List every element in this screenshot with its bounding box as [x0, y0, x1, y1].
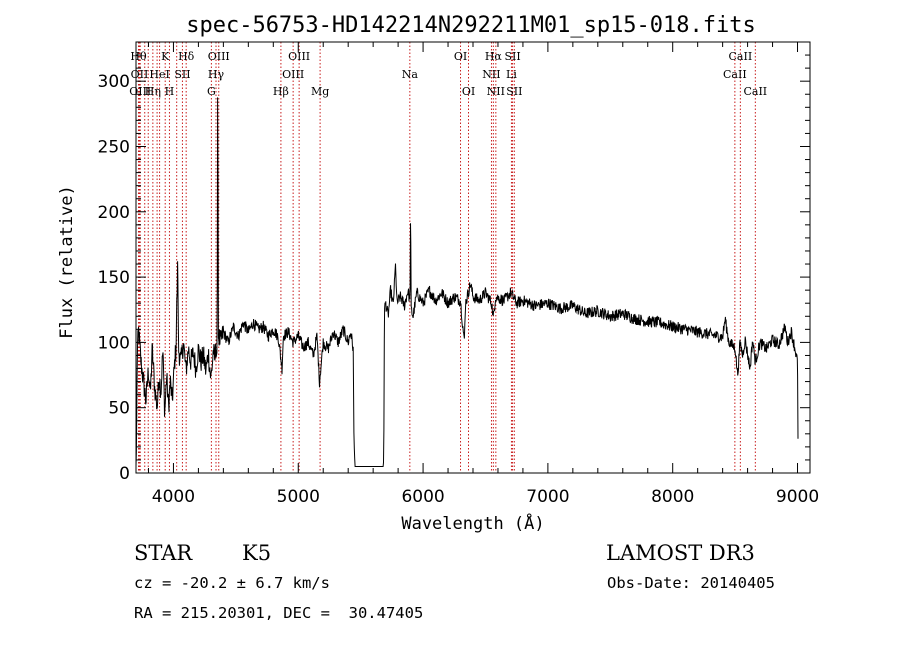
y-tick-label: 150: [98, 268, 130, 288]
line-marker-label: OIII: [288, 50, 310, 63]
x-tick-label: 7000: [526, 487, 569, 507]
line-marker-label: OI: [454, 50, 467, 63]
y-axis-label: Flux (relative): [57, 185, 77, 339]
y-tick-label: 50: [108, 399, 130, 419]
y-tick-label: 100: [98, 333, 130, 353]
y-tick-label: 250: [98, 137, 130, 157]
line-marker-label: Hη: [145, 85, 161, 98]
spectrum-line: [135, 97, 799, 467]
line-marker-label: Hβ: [273, 85, 289, 98]
x-tick-label: 9000: [776, 487, 819, 507]
y-axis-ticks: 0 50 100 150 200 250 300: [98, 54, 810, 484]
x-tick-label: 5000: [277, 487, 320, 507]
line-marker-label: Li: [506, 68, 517, 81]
line-marker-label: CaII: [723, 68, 747, 81]
x-axis-label: Wavelength (Å): [401, 512, 544, 534]
emission-line-markers: [137, 42, 756, 473]
y-tick-label: 200: [98, 203, 130, 223]
line-marker-label: K: [161, 50, 170, 63]
line-marker-label: OIII: [208, 50, 230, 63]
line-marker-label: HeI: [149, 68, 169, 81]
line-marker-label: NII: [482, 68, 500, 81]
y-tick-label: 0: [119, 464, 130, 484]
x-axis-ticks: 4000 5000 6000 7000 8000 9000: [147, 42, 819, 507]
line-labels: HθOIIOIIIHηHeIKHSIIHδGHγOIIIHβOIIIOIIIMg…: [129, 50, 767, 98]
plot-frame: [135, 41, 811, 474]
line-marker-label: OII: [131, 68, 149, 81]
line-marker-label: CaII: [743, 85, 767, 98]
line-marker-label: OIII: [129, 85, 151, 98]
line-marker-label: NII: [487, 85, 505, 98]
line-marker-label: OI: [462, 85, 475, 98]
y-tick-label: 300: [98, 72, 130, 92]
x-tick-label: 4000: [152, 487, 195, 507]
line-marker-label: Mg: [311, 85, 329, 98]
line-marker-label: Hδ: [178, 50, 195, 63]
chart-title: spec-56753-HD142214N292211M01_sp15-018.f…: [186, 13, 756, 38]
line-marker-label: SII: [506, 85, 522, 98]
line-marker-label: H: [165, 85, 175, 98]
line-marker-label: Hα: [485, 50, 503, 63]
x-tick-label: 8000: [651, 487, 694, 507]
x-tick-label: 6000: [401, 487, 444, 507]
observation-date: Obs-Date: 20140405: [607, 574, 775, 592]
redshift-velocity: cz = -20.2 ± 6.7 km/s: [134, 574, 330, 592]
line-marker-label: SII: [504, 50, 520, 63]
line-marker-label: SII: [174, 68, 190, 81]
line-marker-label: Hγ: [208, 68, 225, 81]
line-marker-label: G: [207, 85, 216, 98]
object-subclass: K5: [242, 541, 272, 565]
line-marker-label: Na: [402, 68, 419, 81]
survey-label: LAMOST DR3: [606, 541, 755, 565]
object-class: STAR: [134, 541, 193, 565]
line-marker-label: Hθ: [130, 50, 147, 63]
spectrum-series: [135, 97, 799, 467]
line-marker-label: OIII: [282, 68, 304, 81]
line-marker-label: CaII: [729, 50, 753, 63]
coordinates: RA = 215.20301, DEC = 30.47405: [134, 604, 424, 622]
